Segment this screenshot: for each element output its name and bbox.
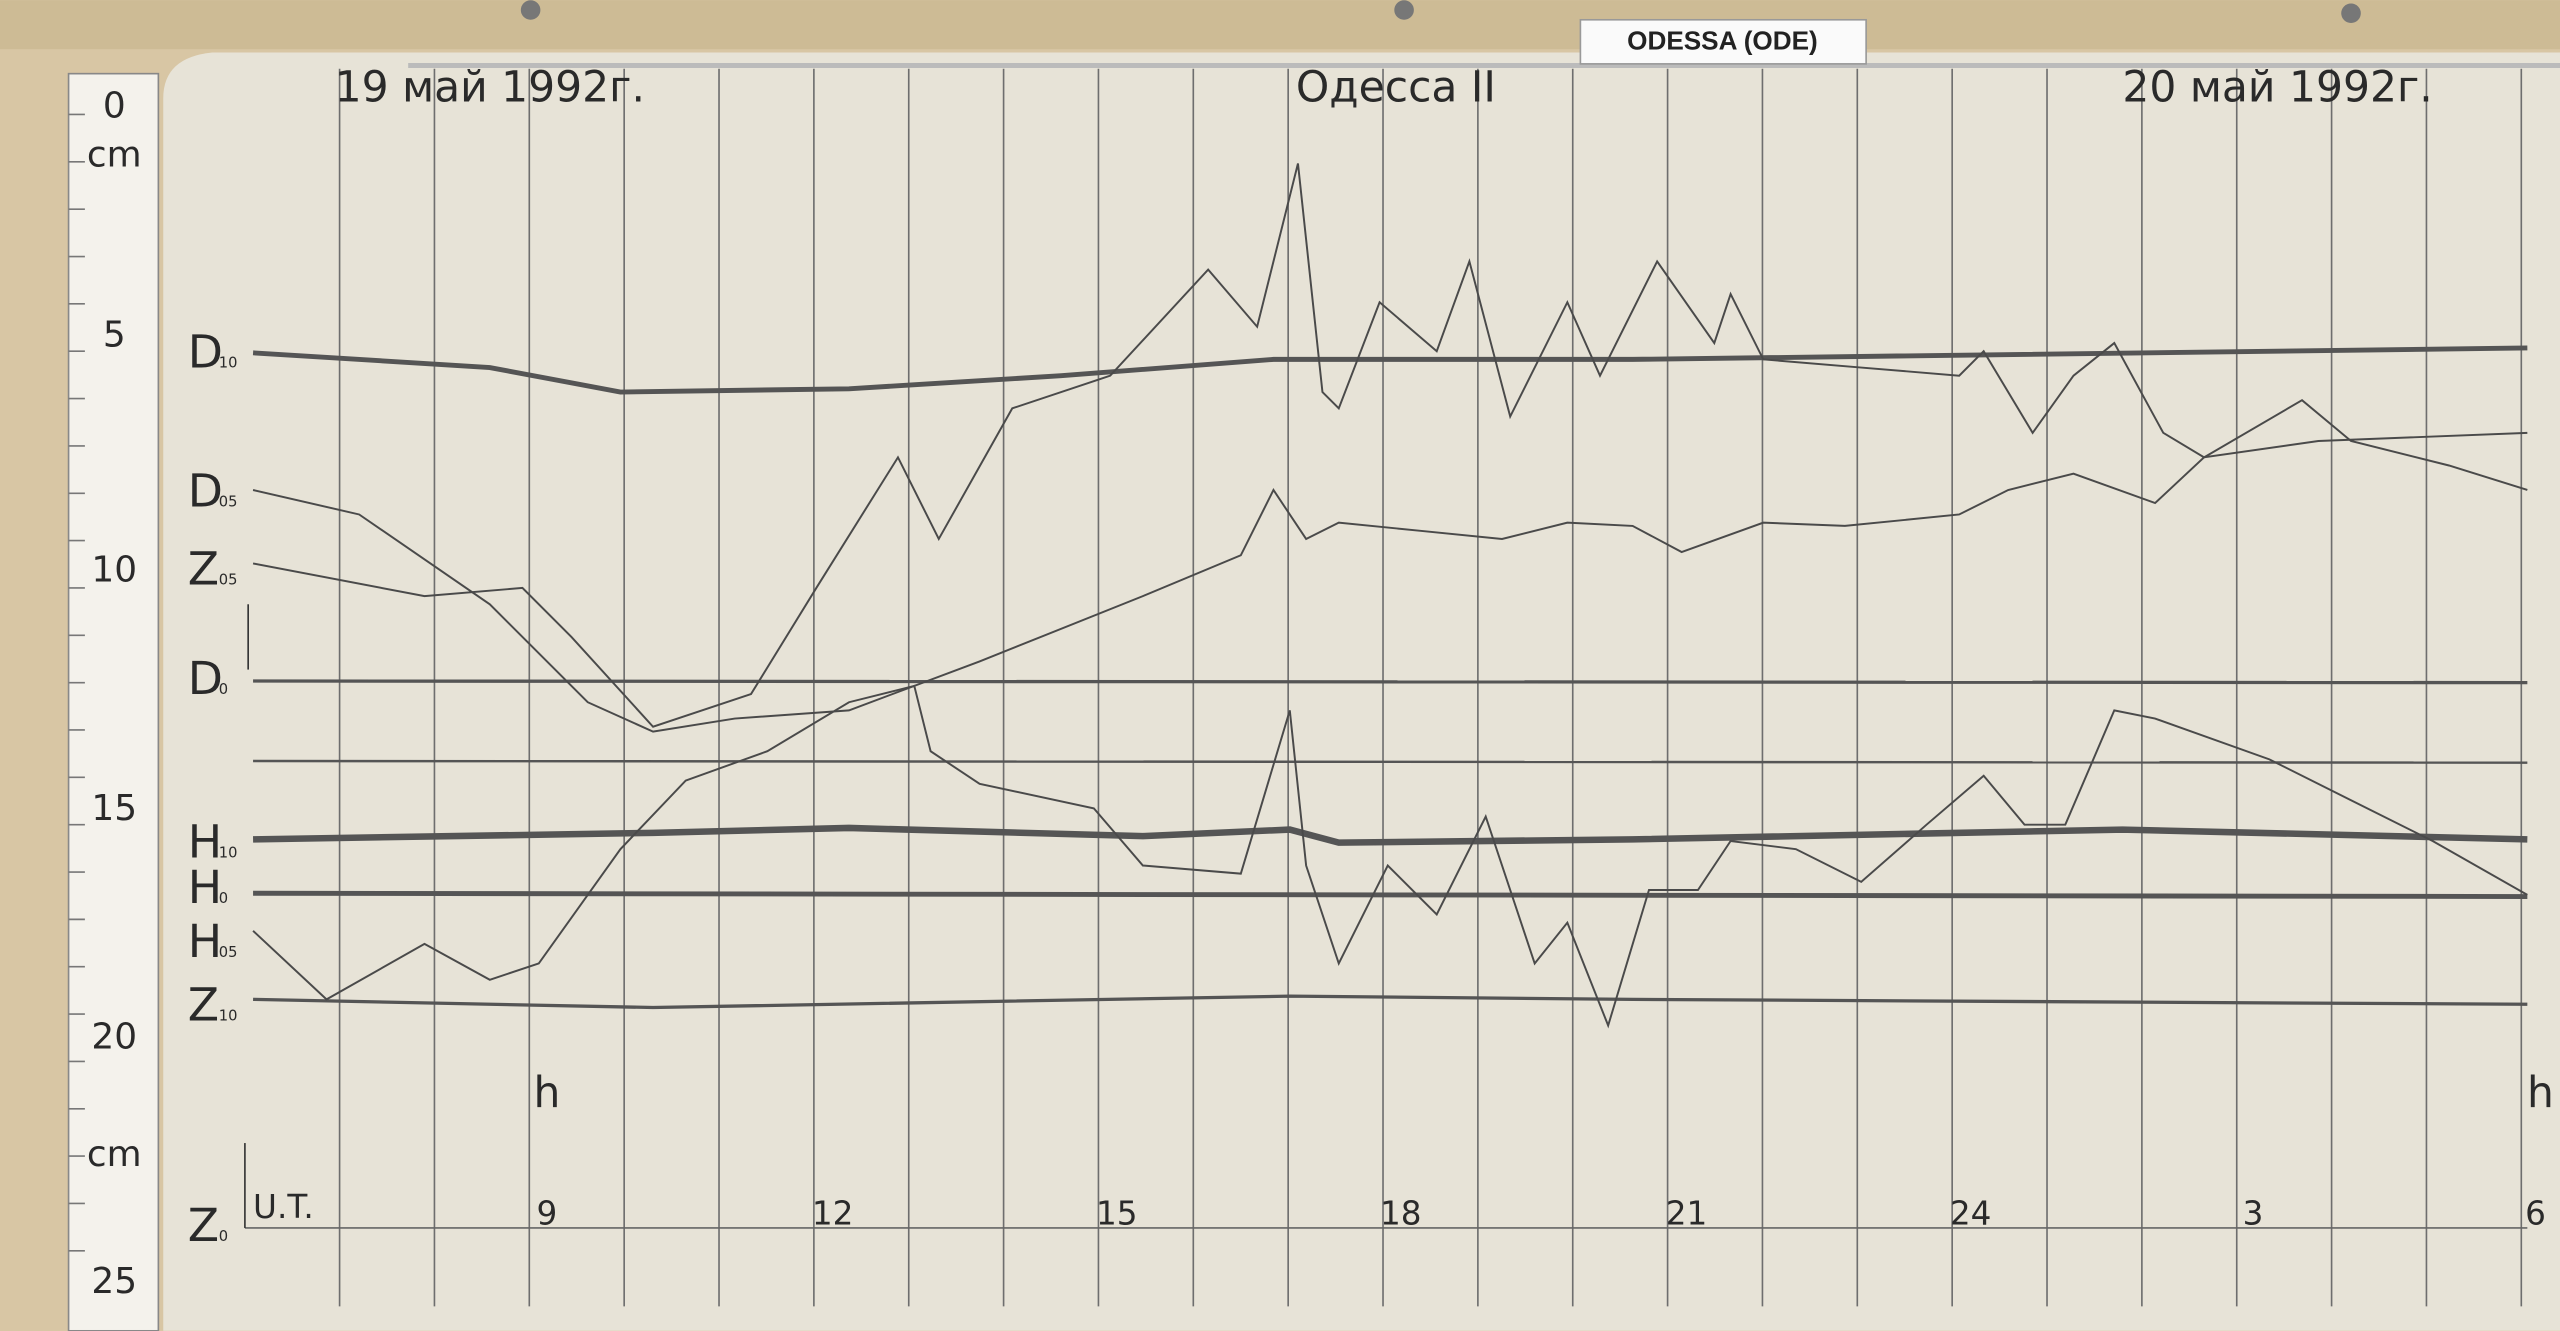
label-subscript: 10: [219, 1008, 238, 1025]
label-letter: Z: [188, 543, 219, 596]
label-letter: D: [188, 652, 223, 705]
ruler-mark: cm: [87, 135, 142, 176]
ruler-mark: 25: [91, 1261, 137, 1302]
screw: [520, 0, 541, 20]
ruler-marks: 0 cm 5 10 15 20 cm 25: [68, 86, 142, 1302]
unit-label: U.T.: [253, 1188, 314, 1226]
ruler-mark: cm: [87, 1134, 142, 1175]
ruler-mark: 5: [103, 314, 126, 355]
label-subscript: 0: [219, 1228, 228, 1245]
hour-grid: [338, 68, 2523, 1307]
baseline-z10: [253, 994, 2528, 1010]
sign-text: ODESSA (ODE): [1627, 26, 1818, 56]
label-subscript: 05: [219, 493, 238, 510]
label-subscript: 05: [219, 572, 238, 589]
hour-tick: 3: [2243, 1195, 2264, 1233]
label-letter: H: [188, 861, 222, 914]
baseline-h10: [253, 824, 2528, 846]
time-axis-labels: U.T. 9 12 15 18 21 24 3 6 h h: [253, 1069, 2554, 1233]
label-subscript: 05: [219, 944, 238, 961]
ruler-mark: 20: [91, 1016, 137, 1057]
hour-tick: 18: [1380, 1195, 1422, 1233]
baseline-d10: [252, 345, 2528, 395]
screw: [1394, 0, 1414, 20]
frame-top: [0, 0, 2560, 50]
date-left: 19 май 1992г.: [335, 63, 645, 112]
label-subscript: 10: [219, 844, 238, 861]
label-subscript: 0: [219, 681, 228, 698]
sign-box: [1579, 18, 1867, 65]
hour-mark: h: [2527, 1069, 2554, 1118]
label-subscript: 10: [219, 355, 238, 372]
hour-tick: 6: [2525, 1195, 2546, 1233]
screw: [2341, 3, 2361, 24]
baseline-d0: [253, 679, 2528, 685]
label-letter: D: [188, 326, 223, 379]
label-letter: H: [188, 815, 222, 868]
hour-tick: 15: [1096, 1195, 1138, 1233]
paper: [163, 52, 2560, 1331]
label-letter: Z: [188, 979, 219, 1032]
trace-d: [252, 163, 2528, 728]
hour-tick: 21: [1666, 1195, 1708, 1233]
baseline-h0: [253, 890, 2528, 899]
label-subscript: 0: [219, 890, 228, 907]
ruler-mark: 15: [91, 788, 137, 829]
station: Одесса II: [1296, 63, 1496, 112]
hour-tick: 12: [812, 1195, 854, 1233]
ruler-mark: 0: [103, 86, 126, 127]
hour-tick: 24: [1950, 1195, 1992, 1233]
label-letter: H: [188, 915, 222, 968]
label-letter: D: [188, 464, 223, 517]
hour-tick: 9: [537, 1195, 558, 1233]
label-letter: Z: [188, 1199, 219, 1252]
trace-z: [252, 431, 2528, 733]
hour-mark: h: [533, 1069, 560, 1118]
date-right: 20 май 1992г.: [2122, 63, 2432, 112]
trace-h: [252, 684, 2528, 1029]
ruler-mark: 10: [91, 549, 137, 590]
baseline: [253, 759, 2528, 764]
